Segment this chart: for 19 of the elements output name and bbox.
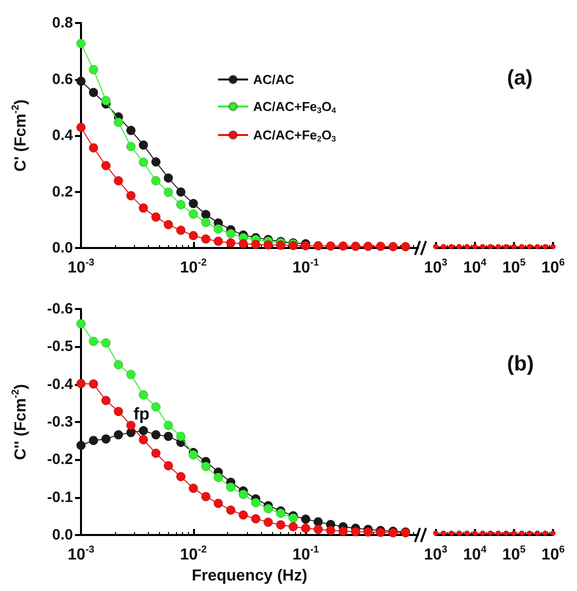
y-axis-title: C' (Fcm-2) [10,99,30,172]
annotation: (b) [507,352,534,376]
x-axis-title: Frequency (Hz) [192,568,308,584]
y-tick-label: 0.8 [52,14,73,32]
annotation: (a) [507,66,533,90]
y-axis-title: C'' (Fcm-2) [10,384,30,460]
y-tick-label: 0.0 [52,526,73,544]
y-tick-label: 0.6 [52,70,73,88]
y-tick-label: 0.0 [52,240,73,256]
y-tick-label: -0.4 [47,376,74,393]
y-tick-label: -0.1 [47,488,73,506]
y-tick-label: -0.2 [47,451,73,468]
annotation: fp [133,404,150,424]
y-tick-label: 0.4 [52,127,74,144]
y-tick-label: -0.5 [47,338,73,356]
legend-label: AC/AC [253,72,295,87]
y-tick-label: 0.2 [52,183,73,200]
y-tick-label: -0.6 [47,300,73,318]
y-tick-label: -0.3 [47,414,73,430]
